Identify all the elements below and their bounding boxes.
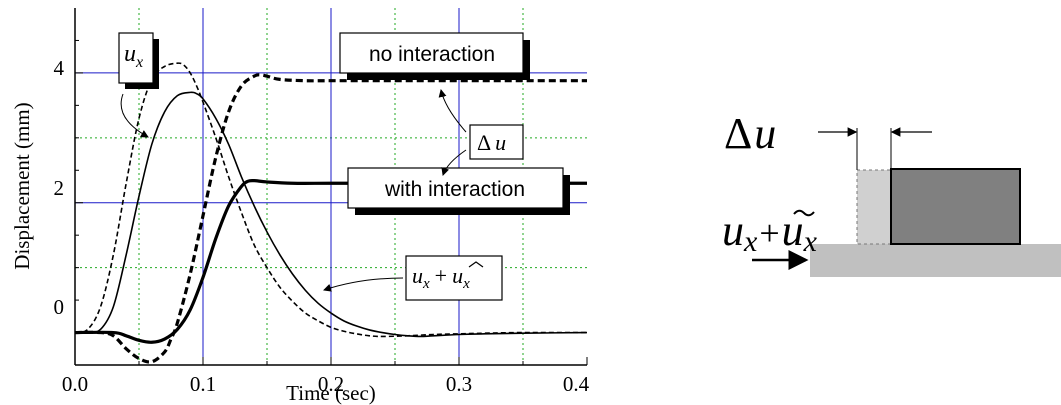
no-interaction-label: no interaction xyxy=(339,32,530,80)
axis-ticks xyxy=(74,39,588,366)
svg-text:no interaction: no interaction xyxy=(369,43,495,66)
displaced-block-outline xyxy=(856,169,892,245)
ux-label: ux xyxy=(118,32,159,138)
block xyxy=(890,168,1021,245)
with-interaction-label: with interaction xyxy=(347,167,570,215)
displacement-chart: 0.0 0.1 0.2 0.3 0.4 0 2 4 Time (sec) Dis… xyxy=(10,8,590,405)
x-tick-label: 0.3 xyxy=(446,372,472,396)
x-tick-label: 0.2 xyxy=(318,372,344,396)
block-diagram: Δu ux+ux xyxy=(722,109,1061,277)
svg-text:Δu: Δu xyxy=(477,130,506,155)
x-tick-label: 0.1 xyxy=(190,372,216,396)
ux-plus-tilde-label: ux + ux xyxy=(323,255,503,301)
svg-text:ux+ux: ux + ux xyxy=(412,263,470,292)
x-tick-label: 0.0 xyxy=(62,372,88,396)
x-tick-label: 0.4 xyxy=(563,372,590,396)
series-line-2 xyxy=(75,91,587,338)
y-tick-label: 2 xyxy=(54,176,65,200)
svg-text:with interaction: with interaction xyxy=(384,178,525,201)
diagram-ux-plus-label: ux+ux xyxy=(722,206,818,258)
diagram-delta-u: Δu xyxy=(724,109,776,158)
series-line-3 xyxy=(75,73,587,364)
diagram-tilde xyxy=(793,209,815,217)
y-tick-label: 4 xyxy=(54,56,65,80)
ground-platform xyxy=(810,244,1061,277)
y-axis-title: Displacement (mm) xyxy=(10,102,34,269)
y-tick-label: 0 xyxy=(54,295,65,319)
x-axis-title: Time (sec) xyxy=(286,381,376,405)
svg-text:ux: ux xyxy=(124,41,143,71)
